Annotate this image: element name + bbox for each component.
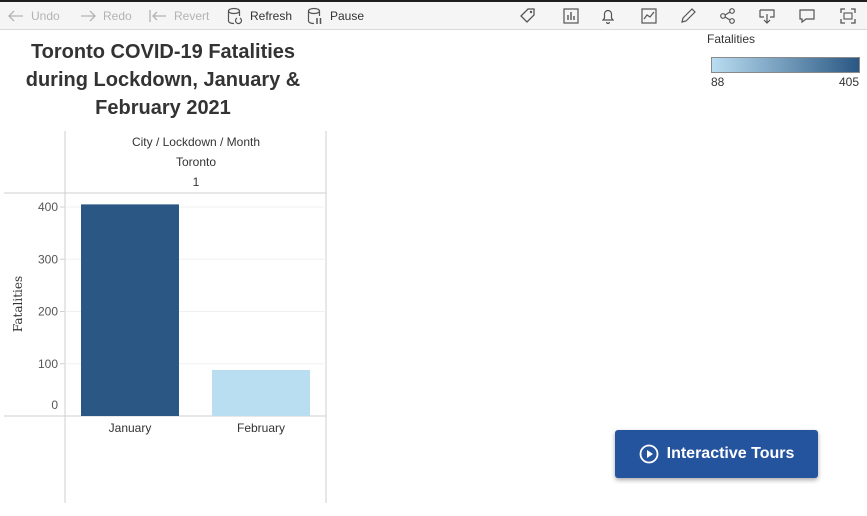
- revert-label: Revert: [174, 8, 210, 23]
- arrow-right-icon: [81, 10, 96, 21]
- toolbar: Undo Redo Revert Refresh Pause: [0, 2, 867, 30]
- header-city: Toronto: [176, 155, 216, 169]
- bell-icon[interactable]: [598, 6, 618, 26]
- revert-button[interactable]: Revert: [149, 2, 209, 29]
- x-tick-label: February: [237, 421, 285, 435]
- y-tick-label: 300: [38, 252, 58, 266]
- title-line-2: during Lockdown, January &: [25, 69, 301, 91]
- redo-label: Redo: [103, 8, 132, 23]
- bar-chart-icon[interactable]: [561, 6, 581, 26]
- title-line-1: Toronto COVID-19 Fatalities: [30, 41, 296, 63]
- title-line-3: February 2021: [95, 97, 231, 119]
- fullscreen-icon[interactable]: [838, 6, 858, 26]
- arrow-left-icon: [8, 10, 23, 21]
- refresh-icon: [227, 7, 243, 24]
- play-circle-icon: [639, 444, 659, 464]
- y-tick-label: 400: [38, 200, 58, 214]
- legend-max-label: 405: [839, 75, 860, 89]
- color-legend-bar: [711, 57, 860, 73]
- interactive-tours-label: Interactive Tours: [666, 445, 795, 462]
- interactive-tours-button[interactable]: Interactive Tours: [615, 430, 818, 478]
- plot-area: 0 100 200 300 400 January February: [38, 200, 326, 435]
- download-icon[interactable]: [757, 6, 777, 26]
- line-chart-icon[interactable]: [639, 6, 659, 26]
- tag-icon[interactable]: [518, 6, 538, 26]
- undo-button[interactable]: Undo: [8, 2, 60, 29]
- refresh-button[interactable]: Refresh: [227, 2, 292, 29]
- y-tick-label: 200: [38, 305, 58, 319]
- share-icon[interactable]: [718, 6, 738, 26]
- y-axis-label: Fatalities: [11, 276, 25, 332]
- bar-january: [81, 204, 179, 416]
- undo-label: Undo: [31, 8, 60, 23]
- bar-february: [212, 370, 310, 416]
- pencil-icon[interactable]: [678, 6, 698, 26]
- y-tick-label: 100: [38, 357, 58, 371]
- pause-button[interactable]: Pause: [307, 2, 364, 29]
- legend-min-label: 88: [711, 75, 725, 89]
- x-tick-label: January: [109, 421, 152, 435]
- revert-icon: [149, 9, 166, 22]
- header-lockdown: 1: [193, 175, 200, 189]
- pause-icon: [307, 7, 322, 24]
- pause-label: Pause: [330, 8, 365, 23]
- comment-icon[interactable]: [797, 6, 817, 26]
- refresh-label: Refresh: [250, 8, 293, 23]
- page-title: Toronto COVID-19 Fatalities during Lockd…: [4, 38, 322, 122]
- y-tick-label: 0: [51, 398, 58, 412]
- legend-title: Fatalities: [707, 32, 756, 46]
- header-dimensions: City / Lockdown / Month: [132, 135, 260, 149]
- window-top-border: [0, 0, 867, 2]
- redo-button[interactable]: Redo: [80, 2, 132, 29]
